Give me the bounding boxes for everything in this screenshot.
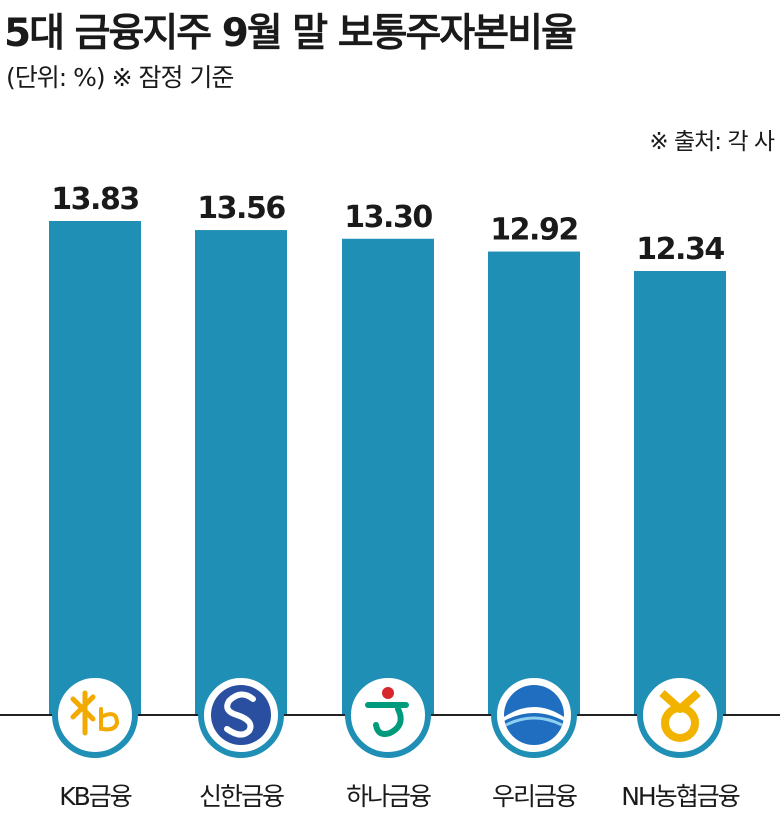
bar-2 (342, 238, 434, 716)
kb-logo (52, 672, 138, 758)
nh-logo (637, 672, 723, 758)
value-label-0: 13.83 (51, 182, 138, 217)
woori-logo (491, 672, 577, 758)
bar-3 (488, 251, 580, 715)
chart-title: 5대 금융지주 9월 말 보통주자본비율 (4, 11, 577, 56)
value-label-4: 12.34 (636, 232, 724, 267)
value-label-2: 13.30 (344, 200, 432, 235)
source-note: ※ 출처: 각 사 (649, 129, 775, 155)
bar-1 (195, 230, 287, 715)
shinhan-logo (198, 672, 284, 758)
logos-group (52, 672, 723, 758)
value-label-3: 12.92 (490, 213, 577, 248)
chart-subtitle: (단위: %) ※ 잠정 기준 (6, 63, 234, 92)
bar-4 (634, 271, 726, 715)
category-label-1: 신한금융 (199, 782, 284, 811)
bar-0 (49, 221, 141, 715)
category-label-0: KB금융 (59, 782, 132, 811)
labels-group: 13.83 KB금융 13.56 신한금융 13.30 하나금융 12.92 우리금융 12.3… (51, 182, 741, 811)
category-label-3: 우리금융 (492, 782, 577, 811)
category-label-2: 하나금융 (346, 782, 431, 811)
category-label-4: NH농협금융 (621, 782, 740, 811)
value-label-1: 13.56 (197, 191, 285, 226)
bars-group (49, 221, 726, 716)
hana-logo (345, 672, 431, 758)
